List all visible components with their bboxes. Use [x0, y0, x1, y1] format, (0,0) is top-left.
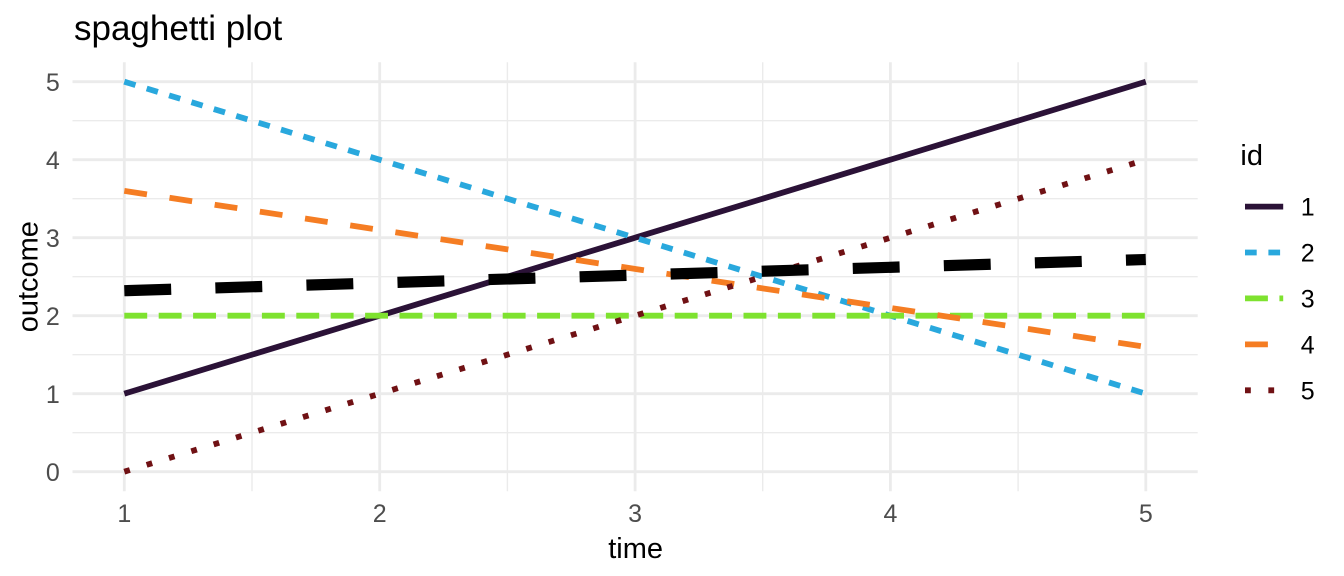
- svg-text:5: 5: [1139, 500, 1153, 528]
- svg-text:1: 1: [117, 500, 131, 528]
- svg-text:1: 1: [46, 381, 60, 409]
- svg-text:time: time: [608, 533, 663, 565]
- svg-text:5: 5: [46, 69, 60, 97]
- svg-text:5: 5: [1301, 377, 1315, 405]
- svg-text:4: 4: [883, 500, 897, 528]
- svg-text:spaghetti plot: spaghetti plot: [74, 9, 282, 48]
- svg-text:2: 2: [1301, 240, 1315, 268]
- svg-text:0: 0: [46, 459, 60, 487]
- svg-text:1: 1: [1301, 194, 1315, 222]
- svg-text:4: 4: [46, 147, 60, 175]
- svg-text:3: 3: [628, 500, 642, 528]
- svg-text:4: 4: [1301, 331, 1315, 359]
- svg-text:3: 3: [46, 225, 60, 253]
- svg-text:2: 2: [46, 303, 60, 331]
- svg-text:3: 3: [1301, 285, 1315, 313]
- svg-text:id: id: [1240, 140, 1263, 172]
- svg-text:outcome: outcome: [13, 221, 45, 332]
- svg-text:2: 2: [373, 500, 387, 528]
